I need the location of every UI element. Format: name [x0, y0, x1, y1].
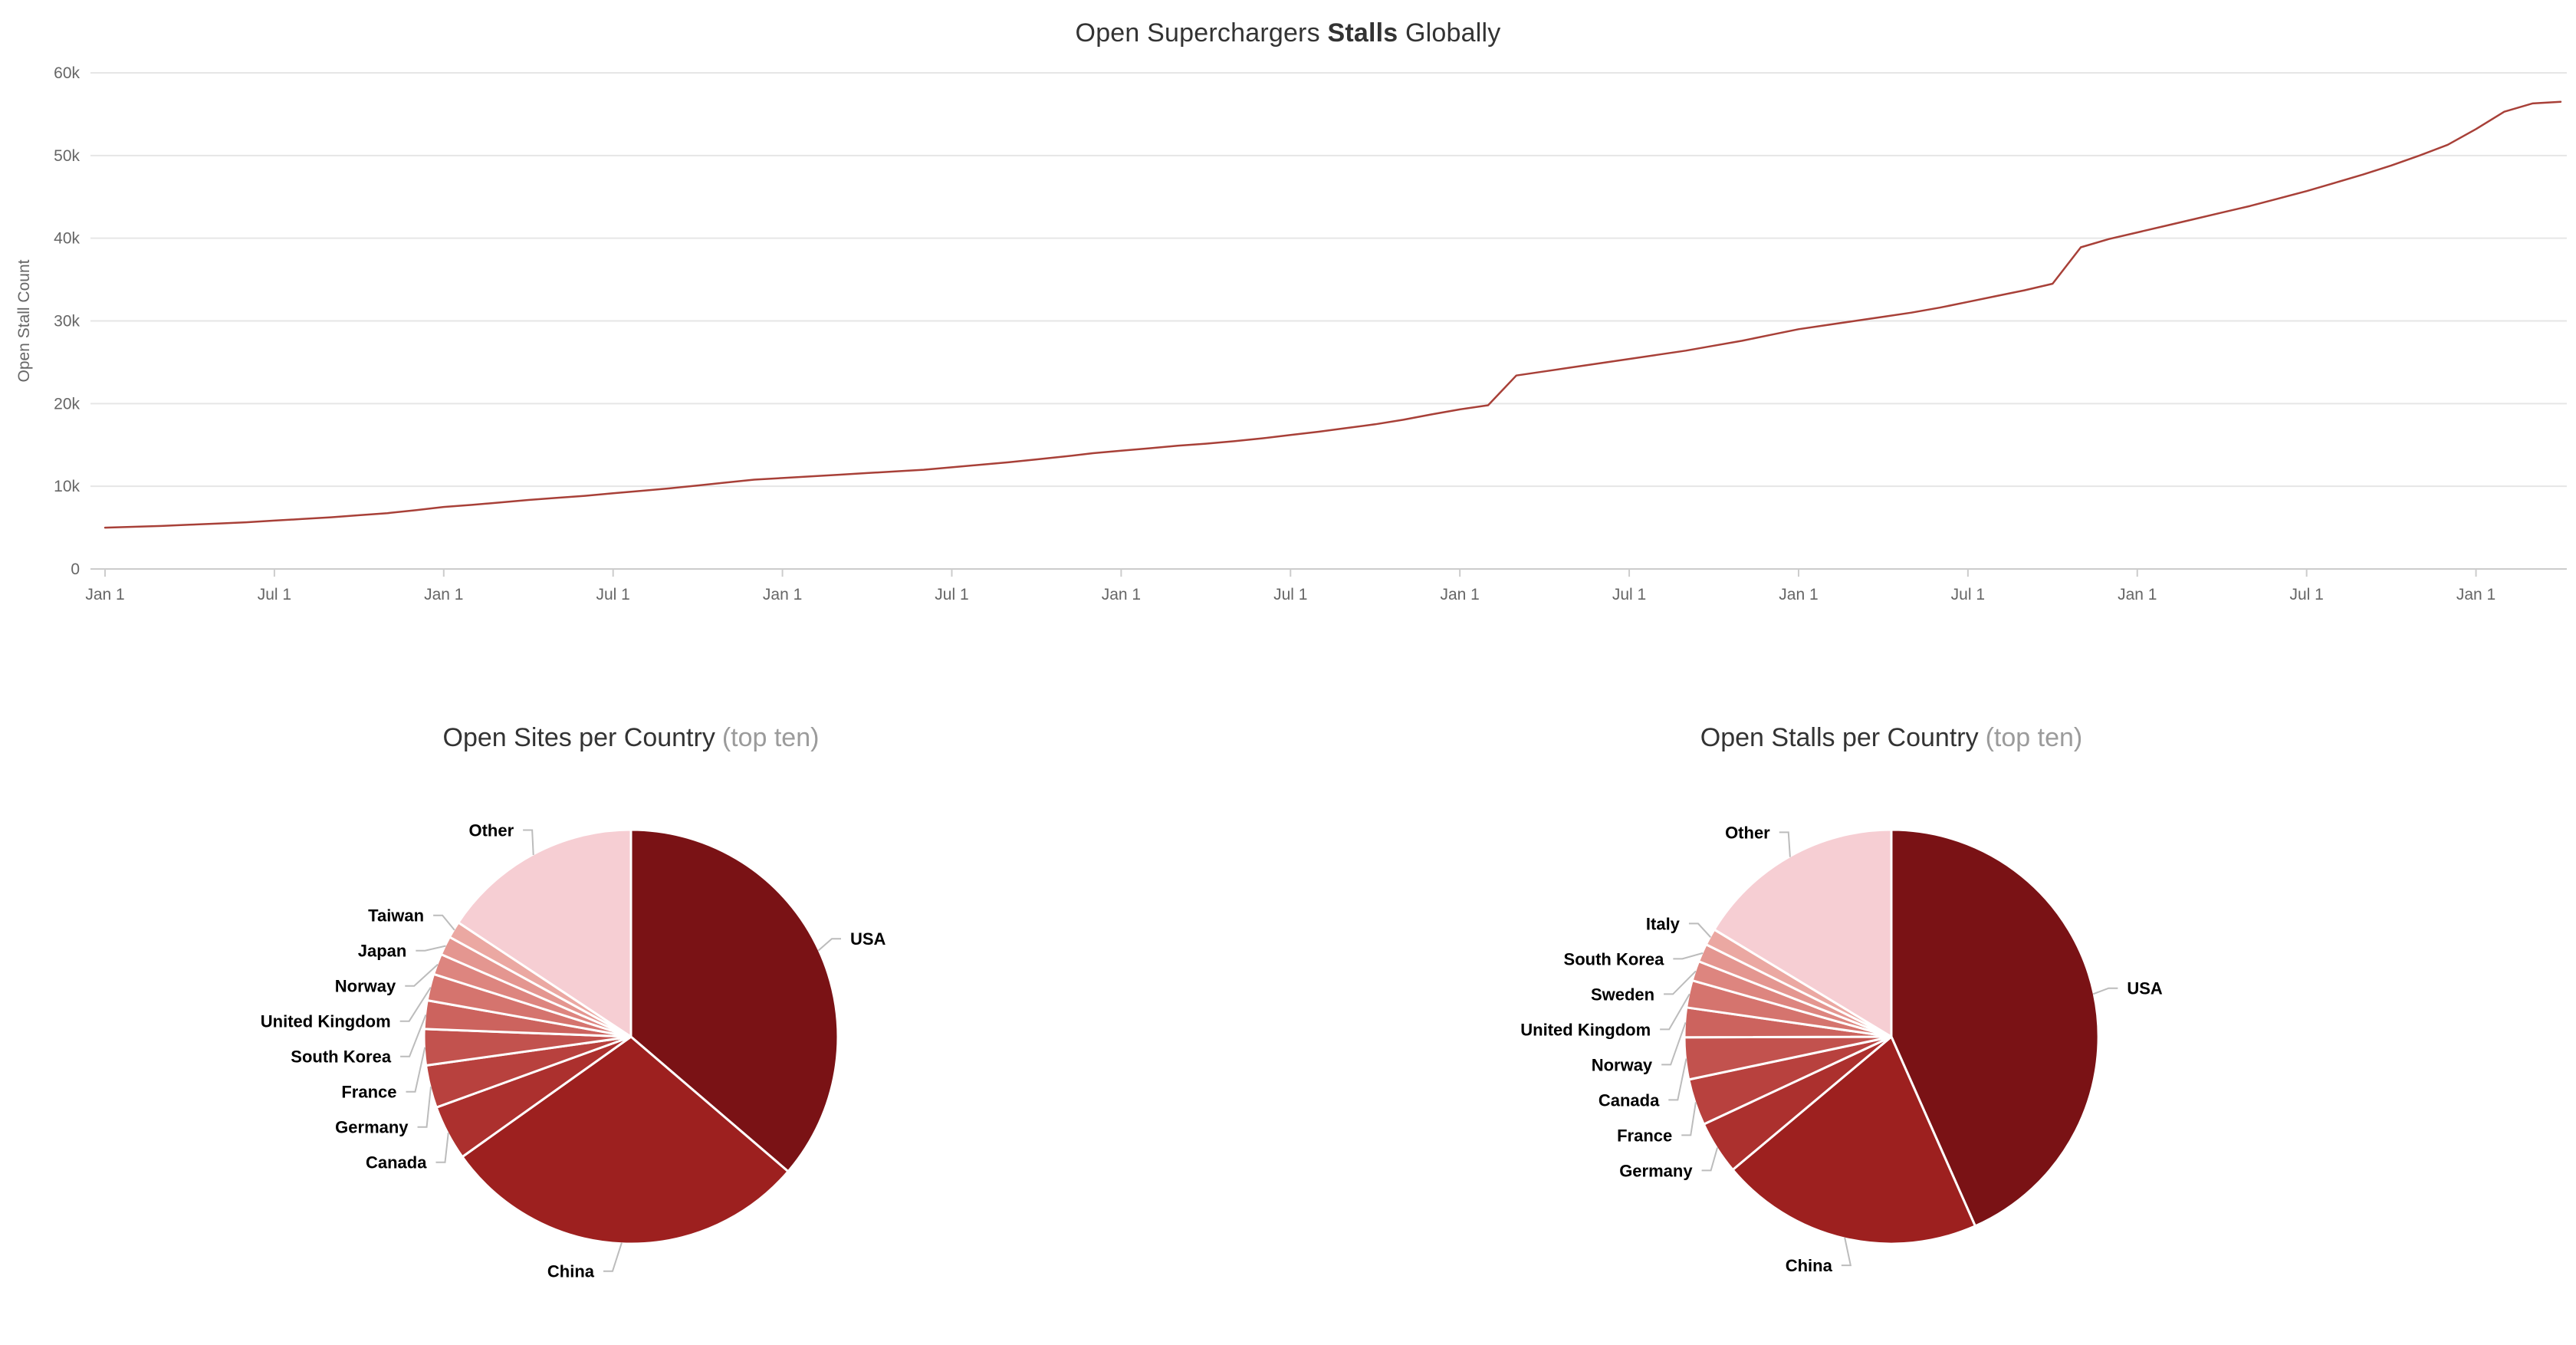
pie-label-france: France	[1617, 1126, 1672, 1145]
label-connector	[2092, 987, 2118, 995]
label-connector	[399, 986, 432, 1022]
sites-pie-title-suffix: (top ten)	[721, 723, 820, 752]
sites-pie-chart: Other Taiwan Japan Norway United Kingdom Sout…	[261, 820, 886, 1281]
pie-label-germany: Germany	[335, 1118, 409, 1137]
line-chart-title-bold: Stalls	[1327, 18, 1398, 48]
label-connector	[603, 1242, 623, 1272]
pie-label-germany: Germany	[1619, 1161, 1693, 1180]
pie-label-canada: Canada	[1598, 1090, 1660, 1110]
y-tick-label: 20k	[54, 395, 80, 413]
x-tick-label: Jul 1	[2289, 586, 2323, 603]
label-connector	[417, 1086, 432, 1128]
label-connector	[400, 1014, 427, 1057]
x-tick-label: Jan 1	[1440, 586, 1479, 603]
stalls-pie-title-suffix: (top ten)	[1985, 723, 2083, 752]
label-connector	[433, 914, 455, 931]
pie-label-other: Other	[1725, 823, 1770, 842]
stalls-pie-title: Open Stalls per Country (top ten)	[1431, 723, 2351, 753]
sites-pie-title-main: Open Sites per Country	[442, 723, 715, 752]
pie-label-usa: USA	[2127, 979, 2163, 998]
x-tick-label: Jul 1	[258, 586, 291, 603]
y-tick-label: 50k	[54, 147, 80, 165]
sites-pie-title: Open Sites per Country (top ten)	[171, 723, 1091, 753]
x-tick-label: Jan 1	[85, 586, 124, 603]
label-connector	[523, 829, 534, 856]
pie-label-united-kingdom: United Kingdom	[1520, 1020, 1651, 1039]
label-connector	[1661, 1021, 1687, 1066]
y-axis-title: Open Stall Count	[15, 259, 33, 382]
pie-label-france: France	[341, 1083, 396, 1102]
y-tick-label: 30k	[54, 313, 80, 330]
label-connector	[1681, 1102, 1697, 1136]
x-tick-label: Jan 1	[1102, 586, 1141, 603]
label-connector	[435, 1132, 449, 1163]
y-tick-label: 10k	[54, 478, 80, 495]
pie-label-italy: Italy	[1646, 914, 1681, 933]
label-connector	[1841, 1237, 1852, 1267]
label-connector	[1668, 1058, 1687, 1101]
label-connector	[1779, 831, 1791, 857]
x-tick-label: Jul 1	[1612, 586, 1646, 603]
pie-label-japan: Japan	[358, 942, 407, 961]
y-tick-label: 0	[71, 561, 80, 578]
stalls-pie-title-main: Open Stalls per Country	[1700, 723, 1979, 752]
label-connector	[1664, 970, 1697, 995]
x-tick-label: Jul 1	[596, 586, 630, 603]
x-tick-label: Jul 1	[935, 586, 968, 603]
stalls-pie-chart: Other Italy South Korea Sweden United Kingdo…	[1520, 823, 2163, 1275]
line-chart-title-post: Globally	[1398, 18, 1501, 48]
pie-label-china: China	[1786, 1256, 1833, 1275]
line-chart-title-pre: Open Superchargers	[1075, 18, 1328, 48]
pie-label-sweden: Sweden	[1591, 985, 1654, 1004]
pie-label-usa: USA	[850, 929, 886, 949]
label-connector	[1673, 952, 1704, 960]
x-tick-label: Jan 1	[424, 586, 463, 603]
pie-label-south-korea: South Korea	[1564, 949, 1665, 968]
x-tick-label: Jul 1	[1273, 586, 1307, 603]
pie-label-taiwan: Taiwan	[368, 906, 424, 926]
pie-label-south-korea: South Korea	[291, 1047, 392, 1067]
pie-label-china: China	[547, 1262, 595, 1281]
label-connector	[406, 1047, 426, 1093]
pie-label-other: Other	[468, 820, 514, 840]
label-connector	[1701, 1147, 1719, 1172]
x-tick-label: Jan 1	[2118, 586, 2157, 603]
pie-label-norway: Norway	[1592, 1055, 1653, 1074]
stalls-series-line[interactable]	[104, 100, 2562, 529]
label-connector	[405, 963, 439, 987]
x-tick-label: Jan 1	[763, 586, 802, 603]
pie-label-canada: Canada	[366, 1153, 427, 1172]
x-tick-label: Jul 1	[1951, 586, 1985, 603]
pie-label-united-kingdom: United Kingdom	[261, 1012, 391, 1031]
y-tick-label: 60k	[54, 64, 80, 82]
x-tick-label: Jan 1	[2456, 586, 2496, 603]
y-tick-label: 40k	[54, 230, 80, 248]
pie-label-norway: Norway	[335, 977, 396, 996]
label-connector	[817, 938, 842, 952]
line-chart: 0 10k 20k 30k 40k 50k 60k Jan 1 Jul 1 Jan 1 Jul 1 J…	[15, 64, 2567, 603]
x-tick-label: Jan 1	[1779, 586, 1818, 603]
label-connector	[416, 945, 446, 952]
line-chart-title: Open Superchargers Stalls Globally	[0, 18, 2576, 48]
label-connector	[1660, 993, 1691, 1031]
label-connector	[1688, 922, 1712, 938]
